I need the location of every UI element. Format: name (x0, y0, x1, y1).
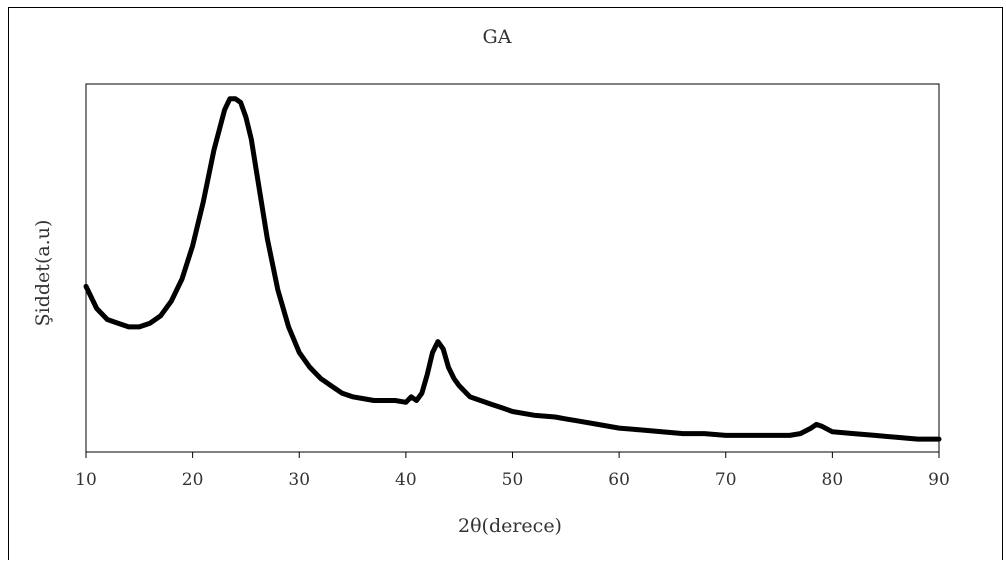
x-tick-label: 80 (822, 470, 844, 490)
x-tick-label: 50 (502, 470, 524, 490)
x-tick-label: 30 (288, 470, 310, 490)
x-tick-label: 70 (715, 470, 737, 490)
x-tick-label: 40 (395, 470, 417, 490)
data-series-line (83, 96, 942, 442)
x-axis-ticks: 10 20 30 40 50 60 70 80 90 (75, 452, 950, 490)
x-tick-label: 20 (182, 470, 204, 490)
chart-title: GA (483, 26, 512, 48)
x-tick-label: 90 (928, 470, 950, 490)
chart-frame (8, 7, 1003, 560)
x-tick-label: 10 (75, 470, 97, 490)
x-axis-label: 2θ(derece) (458, 515, 562, 537)
plot-area (85, 83, 940, 453)
y-axis-label: Şiddet(a.u) (32, 220, 54, 327)
x-tick-label: 60 (608, 470, 630, 490)
